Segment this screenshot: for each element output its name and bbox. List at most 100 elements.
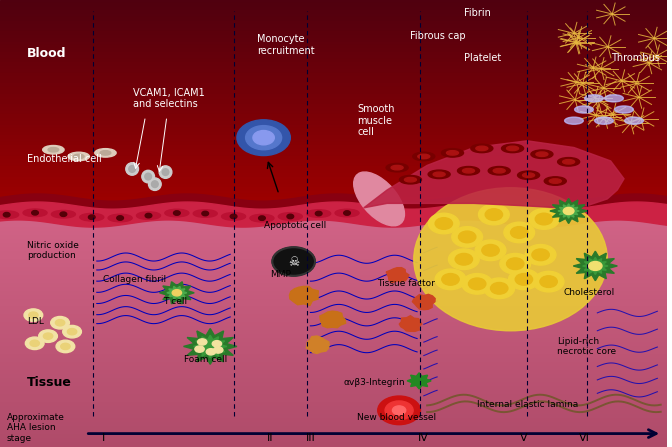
Bar [0,7,667,10]
Ellipse shape [73,154,84,159]
Bar [0,312,667,316]
Bar [0,256,667,260]
Ellipse shape [129,165,136,173]
Text: Nitric oxide
production: Nitric oxide production [27,240,79,260]
Bar [0,208,667,212]
Ellipse shape [145,173,151,180]
Bar [0,415,667,419]
Polygon shape [550,198,587,224]
Bar [0,42,667,45]
Circle shape [206,349,216,355]
Circle shape [272,247,315,276]
Circle shape [511,227,528,238]
Circle shape [237,120,290,156]
Bar [0,90,667,93]
Bar [0,131,667,135]
Ellipse shape [442,148,464,157]
Bar [0,198,667,201]
Bar [0,343,667,347]
Bar [0,146,667,149]
Bar [0,55,667,59]
Ellipse shape [476,146,488,151]
Bar [0,351,667,355]
Ellipse shape [507,146,519,151]
Text: IV: IV [419,434,429,443]
Circle shape [526,245,556,265]
Bar [0,14,667,17]
Circle shape [540,276,557,287]
Bar [0,327,667,331]
Bar [0,17,667,21]
Bar [0,201,667,204]
Text: Internal elastic lamina: Internal elastic lamina [477,400,579,409]
Circle shape [60,212,67,216]
Circle shape [509,269,539,290]
Bar [0,166,667,170]
Ellipse shape [458,167,480,175]
Bar [0,423,667,427]
Ellipse shape [428,170,450,179]
Circle shape [536,213,552,225]
Polygon shape [194,335,227,358]
Ellipse shape [433,172,445,177]
Ellipse shape [625,117,643,124]
Bar [0,49,667,52]
Ellipse shape [523,173,535,177]
Circle shape [60,343,70,350]
Bar [0,228,667,232]
Bar [0,287,667,291]
Ellipse shape [549,179,561,183]
Bar [0,232,667,236]
Polygon shape [0,202,667,227]
Circle shape [462,274,493,294]
Circle shape [172,290,181,296]
Bar [0,367,667,371]
Bar [0,177,667,180]
Bar [0,427,667,431]
Ellipse shape [558,158,580,166]
Circle shape [534,271,564,292]
Text: Fibrous cap: Fibrous cap [411,31,466,41]
Circle shape [253,131,274,145]
Ellipse shape [536,152,548,156]
Ellipse shape [575,106,593,113]
Bar [0,331,667,335]
Circle shape [202,211,208,216]
Text: Tissue factor: Tissue factor [377,279,435,288]
Text: Thrombus: Thrombus [611,53,659,63]
Bar [0,180,667,184]
Polygon shape [386,268,409,283]
Text: Endothelial cell: Endothelial cell [27,154,101,164]
Text: Approximate
AHA lesion
stage: Approximate AHA lesion stage [7,413,65,443]
Bar [0,248,667,252]
Ellipse shape [462,169,474,173]
Circle shape [532,249,549,261]
Polygon shape [0,194,667,209]
Bar [0,276,667,280]
Circle shape [173,211,180,215]
Ellipse shape [23,209,47,217]
Text: I: I [102,434,105,443]
Bar [0,224,667,228]
Bar [0,407,667,411]
Circle shape [429,213,459,234]
Ellipse shape [222,213,245,220]
Bar [0,170,667,173]
Bar [0,97,667,101]
Bar [0,383,667,387]
Polygon shape [413,294,435,310]
Ellipse shape [149,178,161,190]
Bar [0,347,667,351]
Ellipse shape [418,154,430,159]
Bar [0,371,667,375]
Circle shape [507,258,524,270]
Ellipse shape [405,177,417,182]
Bar [0,391,667,395]
Ellipse shape [386,163,408,172]
Bar [0,31,667,35]
Bar [0,204,667,208]
Circle shape [24,309,43,321]
Ellipse shape [391,165,403,170]
Circle shape [89,215,95,219]
Ellipse shape [414,188,607,331]
